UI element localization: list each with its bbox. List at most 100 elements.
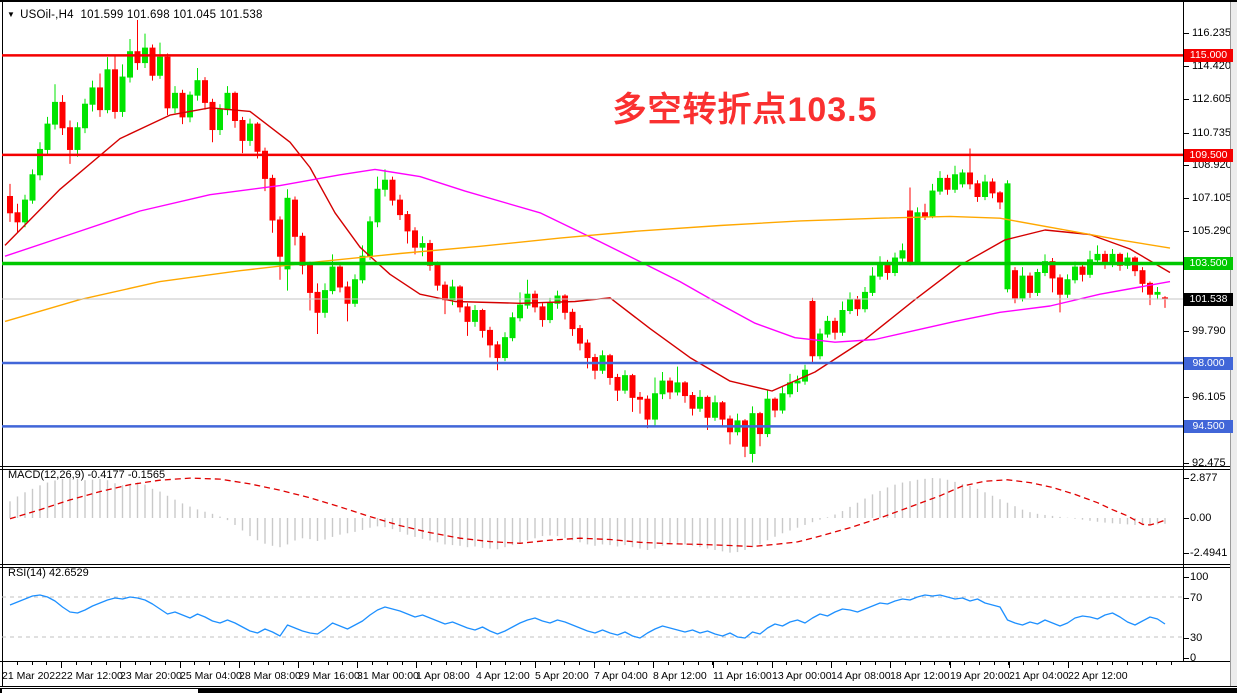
time-axis-label: 29 Mar 16:00 bbox=[298, 670, 360, 682]
time-axis-minor-tick bbox=[860, 662, 862, 665]
candle-body bbox=[1034, 272, 1041, 293]
time-axis-label: 13 Apr 00:00 bbox=[772, 670, 832, 682]
price-badge-103.500: 103.500 bbox=[1184, 257, 1233, 270]
candle-body bbox=[449, 286, 456, 301]
time-axis-minor-tick bbox=[312, 662, 314, 665]
moving-average-orange bbox=[4, 215, 1171, 323]
candle-body bbox=[157, 56, 163, 76]
price-axis-label: 96.105 bbox=[1192, 391, 1226, 403]
candle-body bbox=[539, 306, 546, 321]
candle-body bbox=[1079, 266, 1086, 275]
candle-body bbox=[112, 69, 118, 112]
candle-body bbox=[1094, 253, 1101, 261]
time-axis-minor-tick bbox=[801, 662, 803, 665]
time-axis-minor-tick bbox=[682, 662, 684, 665]
price-badge-109.500: 109.500 bbox=[1184, 149, 1233, 162]
candle-body bbox=[689, 395, 696, 409]
time-axis-label: 28 Mar 08:00 bbox=[239, 670, 301, 682]
time-axis-minor-tick bbox=[268, 662, 270, 665]
time-axis-label: 25 Mar 04:00 bbox=[180, 670, 242, 682]
candle-body bbox=[239, 119, 246, 141]
time-axis-tick bbox=[1068, 662, 1069, 668]
price-axis-tick bbox=[1183, 331, 1189, 332]
window-bottom-border bbox=[0, 686, 1237, 687]
candle-body bbox=[67, 127, 73, 150]
rsi-time-separator bbox=[0, 661, 1237, 662]
candle-body bbox=[1087, 259, 1093, 275]
time-axis-minor-tick bbox=[845, 662, 847, 665]
candle-body bbox=[172, 92, 178, 109]
price-badge-98.000: 98.000 bbox=[1184, 357, 1233, 370]
time-axis-minor-tick bbox=[816, 662, 817, 665]
time-axis-minor-tick bbox=[1052, 662, 1054, 665]
candle-body bbox=[277, 219, 283, 257]
time-axis-minor-tick bbox=[105, 662, 107, 665]
time-axis-minor-tick bbox=[1023, 662, 1025, 665]
candle-body bbox=[52, 101, 58, 125]
price-axis-label: 99.790 bbox=[1192, 325, 1226, 337]
candle-body bbox=[104, 69, 111, 111]
time-axis-minor-tick bbox=[150, 662, 151, 665]
candle-body bbox=[622, 375, 628, 391]
time-axis-minor-tick bbox=[1082, 662, 1084, 665]
horizontal-scrollbar-track bbox=[0, 688, 1237, 693]
time-axis-minor-tick bbox=[638, 662, 640, 665]
time-axis-minor-tick bbox=[904, 662, 906, 665]
vertical-scrollbar-track[interactable] bbox=[1230, 2, 1237, 686]
time-axis-minor-tick bbox=[76, 662, 77, 665]
time-axis-tick bbox=[180, 662, 181, 668]
time-axis-label: 7 Apr 04:00 bbox=[594, 670, 648, 682]
time-axis-minor-tick bbox=[1156, 662, 1158, 665]
candle-body bbox=[337, 266, 343, 288]
time-axis-minor-tick bbox=[520, 662, 521, 665]
candle-body bbox=[892, 257, 898, 274]
rsi-line bbox=[9, 594, 1166, 639]
time-axis-minor-tick bbox=[964, 662, 965, 665]
price-axis-tick bbox=[1183, 231, 1189, 232]
time-axis-minor-tick bbox=[1171, 662, 1173, 665]
candle-body bbox=[719, 402, 726, 420]
time-axis-minor-tick bbox=[1126, 662, 1128, 665]
candle-body bbox=[292, 199, 298, 237]
candle-body bbox=[974, 183, 981, 197]
candle-body bbox=[554, 295, 561, 304]
candle-body bbox=[457, 286, 463, 308]
price-axis-label: 116.235 bbox=[1192, 27, 1231, 39]
candle-body bbox=[922, 212, 928, 217]
macd-axis-tick bbox=[1183, 478, 1189, 479]
rsi-axis-tick bbox=[1183, 577, 1189, 578]
time-axis-minor-tick bbox=[372, 662, 373, 665]
candle-body bbox=[14, 212, 21, 223]
chart-title-ohlc: 101.599 101.698 101.045 101.538 bbox=[80, 9, 263, 21]
candle-body bbox=[779, 393, 786, 411]
candle-body bbox=[44, 123, 51, 150]
time-axis-label: 4 Apr 12:00 bbox=[476, 670, 530, 682]
moving-average-magenta bbox=[4, 168, 1171, 343]
candle-body bbox=[1154, 291, 1161, 295]
candle-body bbox=[697, 396, 703, 409]
candle-body bbox=[899, 250, 906, 259]
price-axis-tick bbox=[1183, 198, 1189, 199]
candle-body bbox=[854, 299, 861, 310]
candle-body bbox=[757, 413, 763, 435]
time-axis-minor-tick bbox=[579, 662, 581, 665]
candle-body bbox=[907, 210, 913, 263]
candle-body bbox=[629, 375, 636, 398]
time-axis-tick bbox=[831, 662, 832, 668]
time-axis-minor-tick bbox=[668, 662, 669, 665]
price-axis-label: 110.735 bbox=[1192, 127, 1231, 139]
time-axis-minor-tick bbox=[490, 662, 492, 665]
time-axis-minor-tick bbox=[209, 662, 211, 665]
price-axis-tick bbox=[1183, 66, 1189, 67]
candle-body bbox=[202, 80, 208, 103]
symbol-dropdown-icon[interactable]: ▼ bbox=[7, 10, 16, 19]
candle-body bbox=[74, 127, 81, 150]
candle-body bbox=[374, 188, 381, 223]
horizontal-scrollbar-thumb[interactable] bbox=[2, 688, 198, 693]
candle-body bbox=[982, 181, 988, 197]
macd-axis-label: 0.00 bbox=[1190, 512, 1212, 524]
time-axis-minor-tick bbox=[31, 662, 33, 665]
candle-body bbox=[1064, 279, 1071, 295]
